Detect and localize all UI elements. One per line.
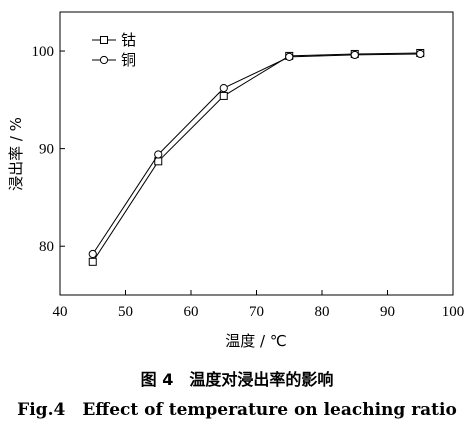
x-tick-label-90: 90	[380, 304, 395, 320]
x-tick-label-70: 70	[249, 304, 264, 320]
x-tick-label-50: 50	[118, 304, 133, 320]
data-point-circle-95	[416, 49, 425, 59]
legend-label-square: 钴	[121, 31, 136, 49]
x-tick-label-100: 100	[442, 304, 465, 320]
x-tick-label-80: 80	[315, 304, 330, 320]
series-circle	[88, 49, 425, 259]
ticks: 40 50 60 70 80 90 100 80 90 100	[32, 44, 465, 320]
data-point-circle-55	[154, 150, 163, 159]
data-point-circle-75	[285, 52, 294, 61]
legend-marker-circle	[99, 55, 109, 65]
chart: 40 50 60 70 80 90 100 80 90 100 钴铜 温度 / ℃ 浸出率 / %	[7, 11, 465, 350]
x-tick-label-60: 60	[184, 304, 199, 320]
y-axis-label: 浸出率 / %	[7, 117, 25, 191]
figure-caption-zh: 图 4 温度对浸出率的影响	[140, 370, 334, 389]
series-line-circle	[92, 53, 421, 255]
series-square	[88, 48, 425, 266]
series-line-square	[92, 52, 421, 263]
data-point-circle-45	[88, 249, 97, 259]
data-point-circle-65	[219, 84, 228, 93]
data-point-square-45	[88, 257, 97, 266]
legend-item-square: 钴	[92, 31, 136, 49]
figure-caption-en: Fig.4 Effect of temperature on leaching …	[17, 400, 457, 420]
y-tick-label-90: 90	[39, 142, 54, 158]
data-point-circle-85	[350, 50, 359, 60]
x-tick-label-40: 40	[53, 304, 68, 320]
legend-label-circle: 铜	[121, 51, 136, 69]
series-layer	[88, 48, 425, 266]
data-point-square-65	[219, 91, 228, 100]
x-axis-label: 温度 / ℃	[225, 332, 286, 350]
y-tick-label-100: 100	[32, 44, 55, 60]
legend-marker-square	[100, 36, 108, 44]
legend: 钴铜	[92, 31, 136, 69]
y-tick-label-80: 80	[39, 239, 54, 255]
legend-item-circle: 铜	[92, 51, 136, 69]
